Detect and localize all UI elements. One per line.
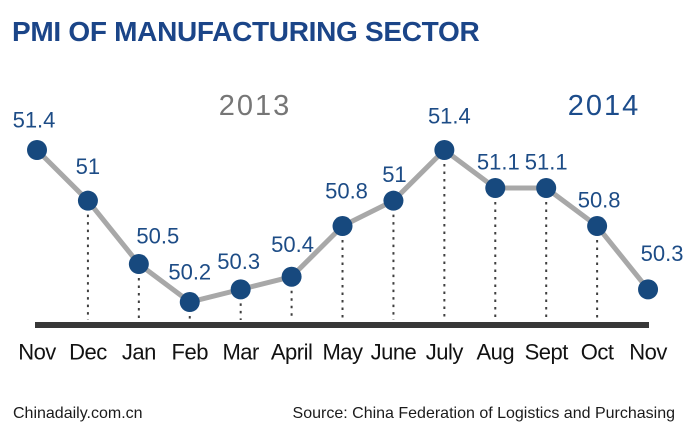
year-label: 2013	[219, 90, 292, 122]
point-value-label: 50.8	[325, 179, 368, 204]
month-label: Mar	[222, 340, 259, 365]
month-label: Aug	[476, 340, 514, 365]
month-label: Sept	[525, 340, 569, 365]
month-label: Nov	[629, 340, 667, 365]
data-point	[383, 190, 404, 211]
month-label: Dec	[69, 340, 107, 365]
point-value-label: 51.1	[477, 150, 520, 175]
data-point	[434, 140, 455, 160]
month-label: May	[322, 340, 363, 365]
point-value-label: 51	[382, 162, 406, 187]
data-point	[332, 216, 353, 237]
point-value-label: 50.8	[578, 188, 621, 213]
month-label: Oct	[581, 340, 614, 365]
month-label: Nov	[18, 340, 56, 365]
point-value-label: 50.2	[168, 260, 211, 285]
point-value-label: 51.1	[525, 150, 568, 175]
data-point	[230, 279, 251, 300]
data-point	[587, 216, 608, 237]
data-point	[485, 178, 506, 199]
month-label: April	[271, 340, 313, 365]
point-value-label: 51.4	[13, 108, 56, 133]
point-value-label: 50.5	[136, 224, 179, 249]
point-value-label: 50.3	[217, 249, 260, 274]
brand-text: Chinadaily.com.cn	[13, 405, 143, 422]
data-point	[179, 292, 200, 313]
month-label: June	[371, 340, 417, 365]
point-value-label: 50.4	[271, 232, 314, 257]
month-label: Jan	[122, 340, 156, 365]
year-label: 2014	[568, 90, 641, 122]
point-value-label: 51.4	[428, 104, 471, 129]
source-text: Source: China Federation of Logistics an…	[292, 405, 675, 422]
data-point	[27, 140, 47, 160]
month-label: July	[426, 340, 464, 365]
chart-title: PMI OF MANUFACTURING SECTOR	[12, 16, 480, 47]
data-point	[77, 190, 98, 211]
point-value-label: 50.3	[641, 241, 684, 266]
data-point	[128, 254, 149, 275]
data-point	[638, 279, 659, 300]
point-value-label: 51	[76, 154, 100, 179]
data-point	[281, 266, 302, 287]
month-label: Feb	[172, 340, 209, 365]
data-point	[536, 178, 557, 199]
